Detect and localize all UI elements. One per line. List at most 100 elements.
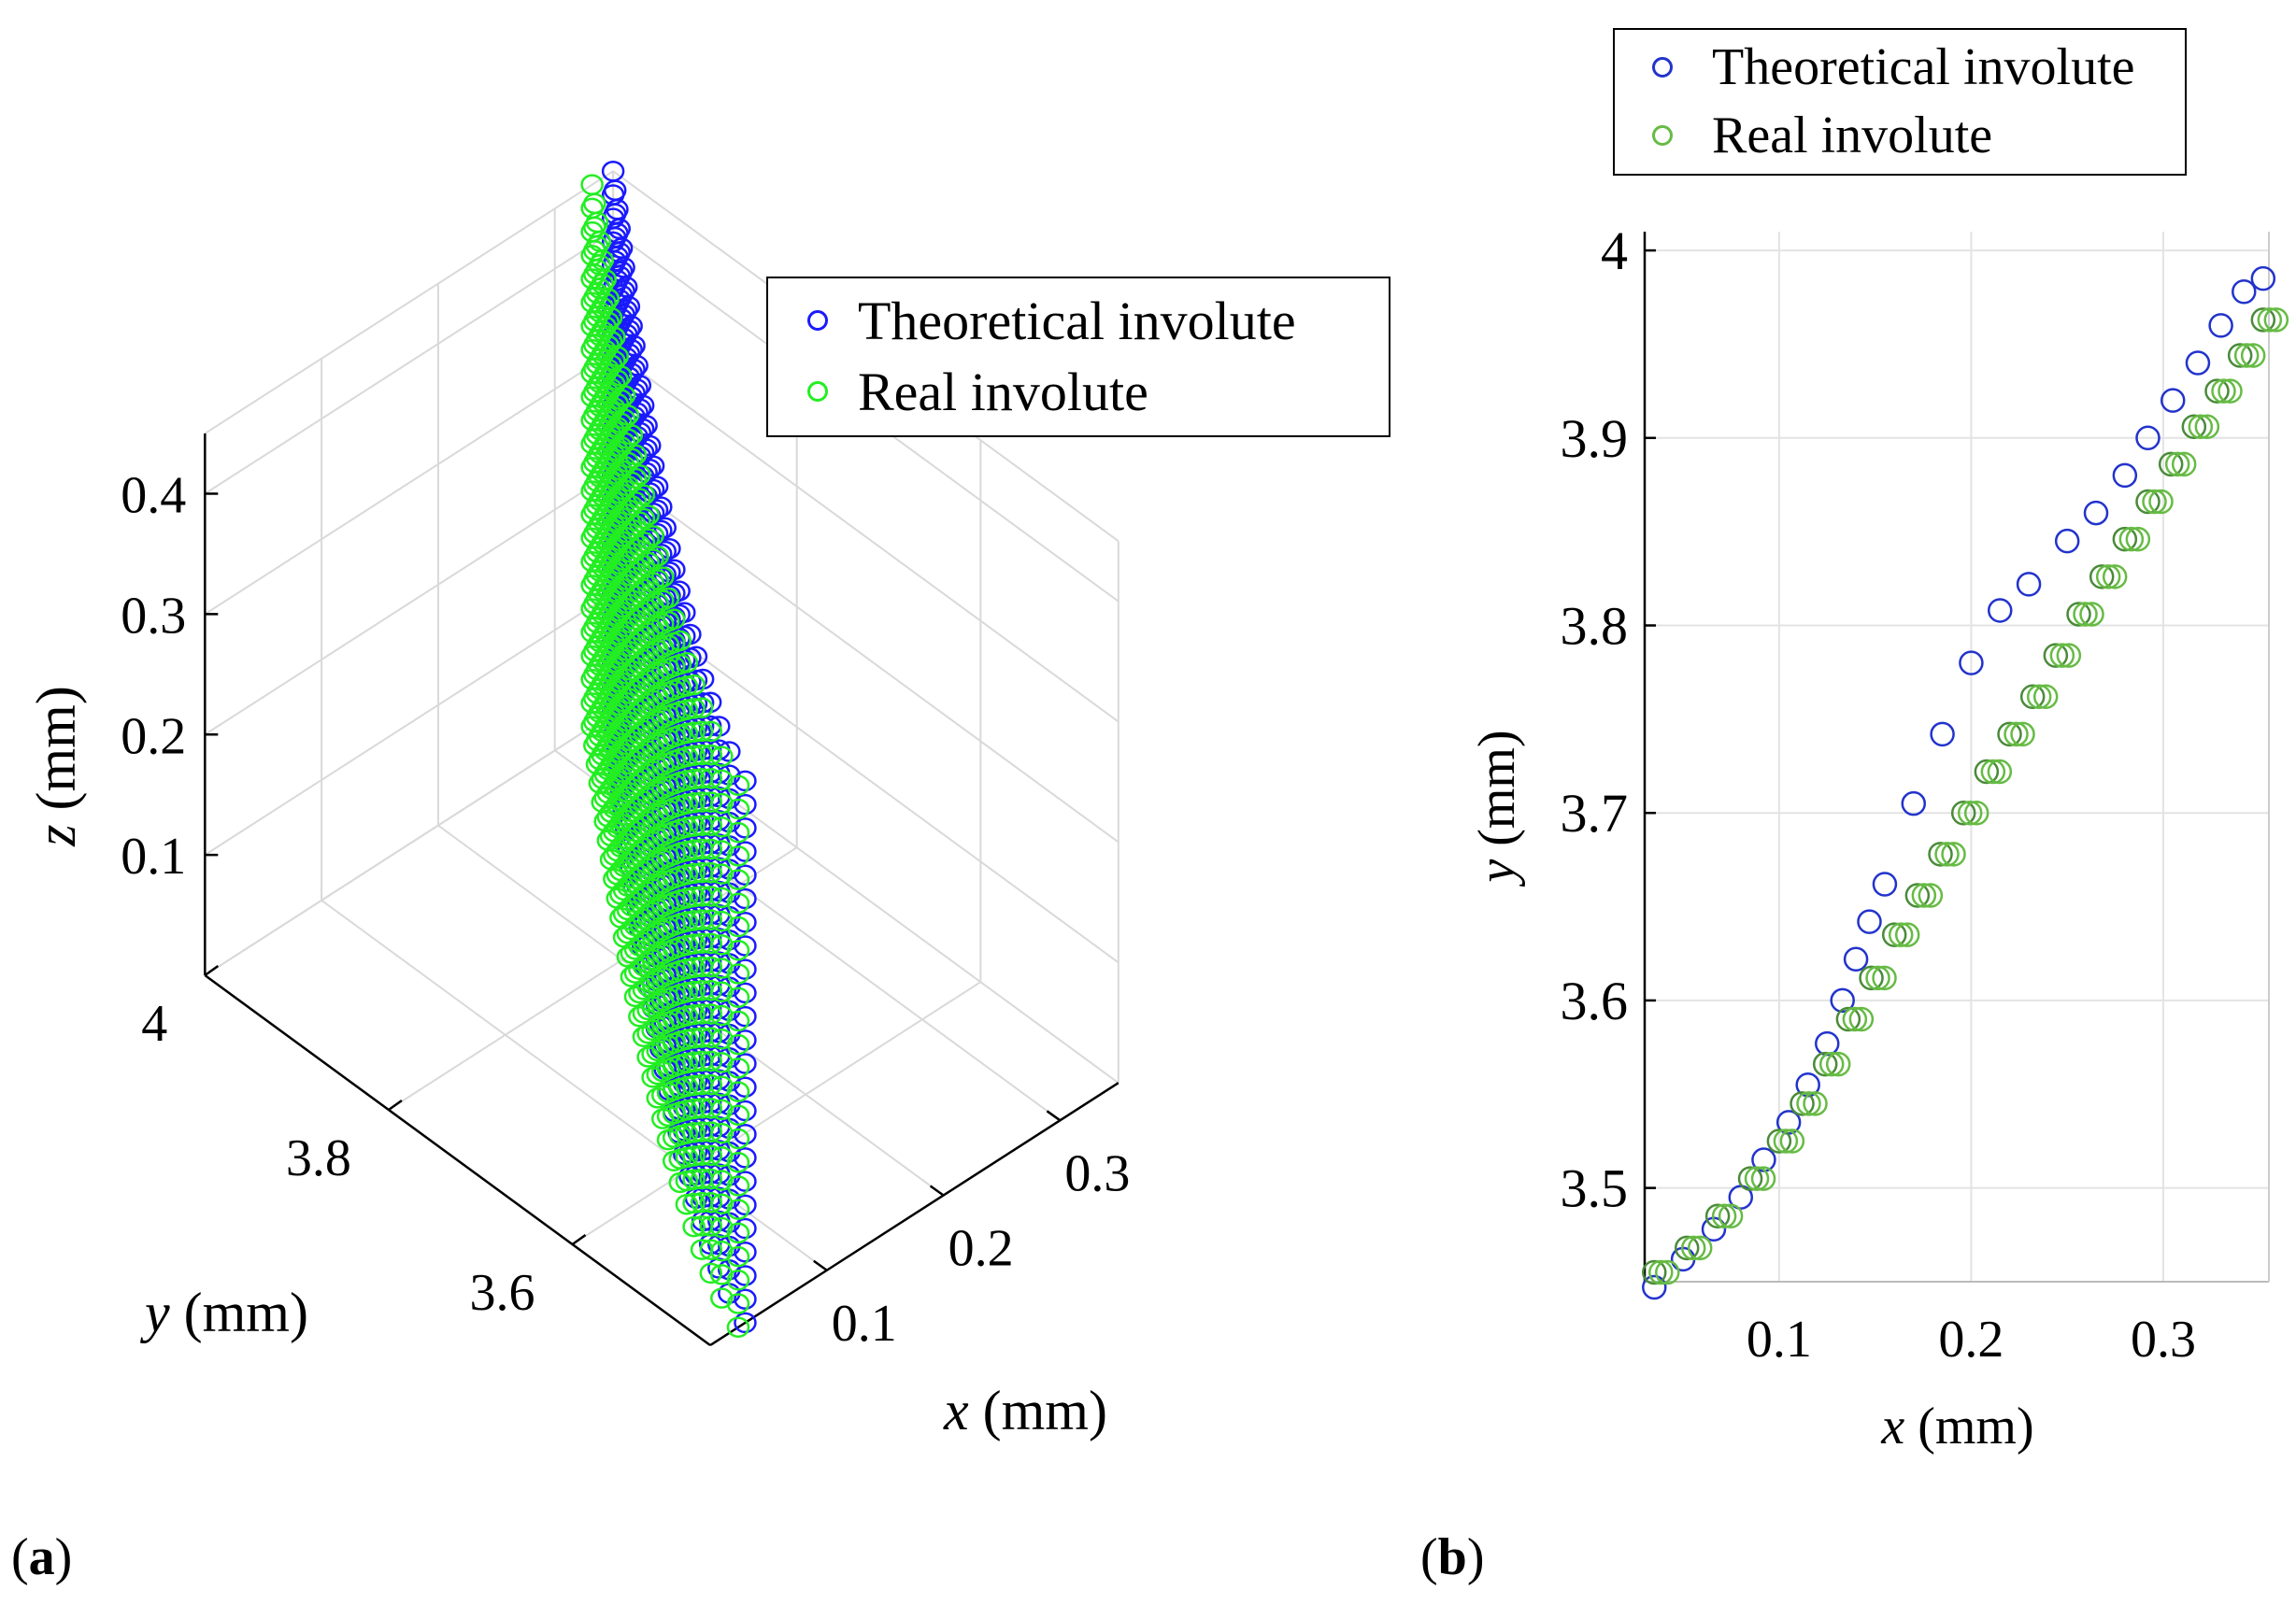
- a-point: [726, 1175, 750, 1197]
- b-point: [2142, 489, 2167, 515]
- a-x-axis: [709, 1082, 1119, 1347]
- b-point: [2171, 451, 2197, 477]
- a-point: [726, 1151, 750, 1173]
- a-point: [699, 932, 723, 955]
- a-point: [710, 934, 734, 956]
- a-point: [726, 1293, 750, 1314]
- b-point: [1901, 790, 1927, 816]
- b-ylabel-unit: (mm): [1468, 730, 1526, 859]
- b-point: [1881, 922, 1907, 947]
- b-point: [1911, 883, 1937, 908]
- b-point: [1934, 842, 1960, 867]
- a-point: [682, 1192, 706, 1214]
- a-point: [682, 1051, 706, 1072]
- b-point: [2112, 462, 2138, 489]
- b-point: [2004, 721, 2029, 747]
- a-point: [726, 963, 750, 985]
- b-point: [2079, 602, 2104, 627]
- legend-a-marker-real: [807, 381, 828, 402]
- b-point: [1830, 987, 1855, 1014]
- a-point: [658, 537, 681, 560]
- a-point: [682, 745, 706, 767]
- a-ytick-label: 3.8: [286, 1129, 351, 1187]
- b-point: [1930, 721, 1955, 747]
- a-point: [699, 815, 723, 837]
- a-y-tick: [388, 1100, 403, 1112]
- a-point: [710, 981, 734, 1003]
- b-point: [1987, 759, 2013, 785]
- a-point: [628, 511, 651, 532]
- b-point: [1987, 598, 2013, 623]
- a-point: [699, 1073, 723, 1096]
- a-ztick-label: 0.3: [121, 587, 186, 645]
- b-point: [2019, 684, 2046, 710]
- a-point: [620, 424, 644, 446]
- a-point: [734, 1005, 757, 1028]
- a-point: [699, 791, 723, 813]
- a-point: [726, 1033, 750, 1056]
- b-point: [2056, 643, 2082, 668]
- a-point: [726, 821, 750, 844]
- a-frame-edge: [204, 712, 614, 976]
- b-xtick-label: 0.1: [1747, 1311, 1812, 1369]
- a-grid-line: [204, 591, 614, 856]
- a-point: [616, 405, 640, 426]
- a-ztick-label: 0.1: [121, 828, 186, 886]
- a-point: [609, 365, 633, 387]
- b-point: [1812, 1051, 1838, 1077]
- b-point: [2073, 602, 2098, 627]
- a-point: [653, 517, 677, 539]
- a-point: [641, 548, 664, 570]
- a-point: [710, 958, 734, 979]
- a-point: [682, 721, 706, 743]
- a-point: [734, 1312, 757, 1334]
- a-point: [710, 863, 734, 885]
- a-point: [699, 1192, 723, 1214]
- a-zlabel: z (mm): [25, 686, 87, 847]
- b-point: [1997, 721, 2022, 747]
- panel-label-b: (b): [1420, 1527, 1484, 1587]
- legend-a-item-theoretical: Theoretical involute: [768, 288, 1296, 353]
- b-point: [1894, 922, 1920, 947]
- a-point: [726, 1010, 750, 1032]
- a-point: [710, 1052, 734, 1073]
- a-point: [682, 816, 706, 837]
- b-point: [2049, 643, 2075, 668]
- b-point: [1872, 872, 1898, 897]
- b-point: [1872, 965, 1897, 991]
- a-point: [690, 697, 714, 718]
- b-xlabel-unit: (mm): [1904, 1398, 2033, 1455]
- a-xlabel-var: x: [943, 1380, 969, 1441]
- a-point: [710, 1075, 734, 1097]
- b-point: [1704, 1203, 1731, 1228]
- chart-a-3d-scatter: 0.1 0.2 0.3 3.6 3.8 4 0.1 0.2 0.3 0.4 x (mm) y (m…: [25, 160, 1130, 1441]
- a-point: [625, 355, 649, 376]
- a-point: [636, 528, 660, 549]
- legend-b-item-real: Real involute: [1615, 103, 1992, 168]
- a-point: [710, 1099, 734, 1121]
- b-point: [1980, 759, 2006, 785]
- b-ytick-label: 3.8: [1561, 596, 1629, 657]
- a-point: [699, 1144, 723, 1167]
- a-zlabel-var: z: [25, 824, 87, 846]
- a-ylabel-unit: (mm): [170, 1282, 308, 1343]
- b-point: [2218, 378, 2243, 404]
- a-point: [622, 334, 646, 357]
- b-point: [1642, 1274, 1667, 1300]
- a-point: [699, 720, 723, 743]
- a-point: [682, 1028, 706, 1049]
- a-point: [646, 546, 670, 567]
- a-point: [726, 892, 750, 915]
- a-point: [734, 1288, 757, 1310]
- b-point: [1835, 1006, 1861, 1032]
- chart-b-scatter: 0.1 0.2 0.3 3.5 3.6 3.7 3.8 3.9 4 x (mm) y (mm): [1468, 220, 2289, 1455]
- a-point: [682, 674, 706, 696]
- b-point: [1963, 800, 1989, 826]
- b-point: [2188, 414, 2214, 439]
- a-point: [699, 1121, 723, 1143]
- a-point: [734, 887, 757, 910]
- a-point: [726, 1316, 750, 1338]
- a-point: [699, 1003, 723, 1025]
- b-point: [1957, 800, 1983, 826]
